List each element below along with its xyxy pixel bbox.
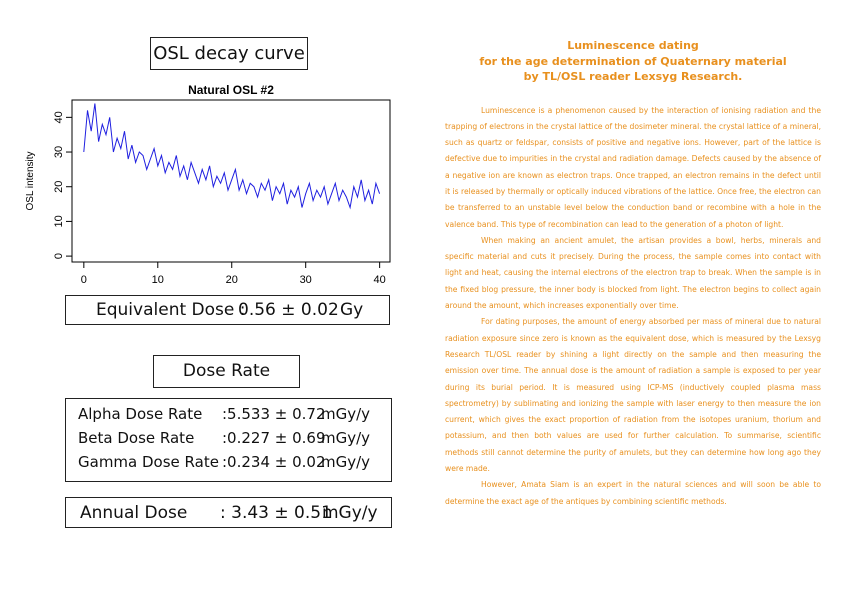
x-tick-label: 0 [81,274,87,286]
article-title: Luminescence dating [567,39,699,52]
article-title: for the age determination of Quaternary … [479,54,787,68]
unit: mGy/y [322,503,378,523]
chart: Natural OSL #2 OSL intensity 0 10 20 30 40 0 1… [25,83,391,286]
y-tick-label: 10 [53,215,65,227]
y-tick-label: 0 [53,253,65,259]
x-tick-label: 20 [226,274,238,286]
annual-dose-box: Annual Dose : 3.43 ± 0.51 mGy/y [65,497,392,528]
paragraph: However, Amata Siam is an expert in the … [445,480,821,506]
x-tick-label: 40 [374,274,386,286]
spacer [445,85,821,103]
dose-unit: mGy/y [321,429,371,447]
y-tick-label: 20 [53,181,65,193]
value: : 3.43 ± 0.51 [220,503,332,523]
equivalent-dose-box: Equivalent Dose : 0.56 ± 0.02 Gy [65,295,390,325]
value: 0.56 ± 0.02 [238,300,339,320]
y-tick-label: 30 [53,146,65,158]
paragraph: When making an ancient amulet, the artis… [445,235,821,311]
dose-label: Alpha Dose Rate [78,405,203,423]
label: Equivalent Dose : [96,300,246,320]
article: Luminescence dating for the age determina… [445,38,821,510]
chart-box-title: OSL decay curve [150,37,308,70]
data-line [83,103,381,210]
paragraph: For dating purposes, the amount of energ… [445,317,821,474]
plot-frame [71,99,391,263]
dose-label: Beta Dose Rate [78,429,195,447]
paragraph: Luminescence is a phenomenon caused by t… [445,105,821,229]
dose-rates-box: Alpha Dose Rate:5.533 ± 0.72 mGy/y Beta Do… [65,398,392,482]
y-axis-label: OSL intensity [25,151,36,210]
chart-title: Natural OSL #2 [188,83,274,97]
dose-label: Gamma Dose Rate [78,453,219,471]
dose-rate-title: Dose Rate [153,355,300,388]
label: Annual Dose [80,503,188,523]
dose-value: :0.227 ± 0.69 [222,429,326,447]
dose-unit: mGy/y [321,405,371,423]
dose-value: :5.533 ± 0.72 [222,405,326,423]
dose-value: :0.234 ± 0.02 [222,453,326,471]
y-tick-label: 40 [53,111,65,123]
x-tick-label: 10 [152,274,164,286]
x-tick-label: 30 [300,274,312,286]
article-title: by TL/OSL reader Lexsyg Research. [523,70,743,83]
unit: Gy [340,300,364,320]
dose-unit: mGy/y [321,453,371,471]
